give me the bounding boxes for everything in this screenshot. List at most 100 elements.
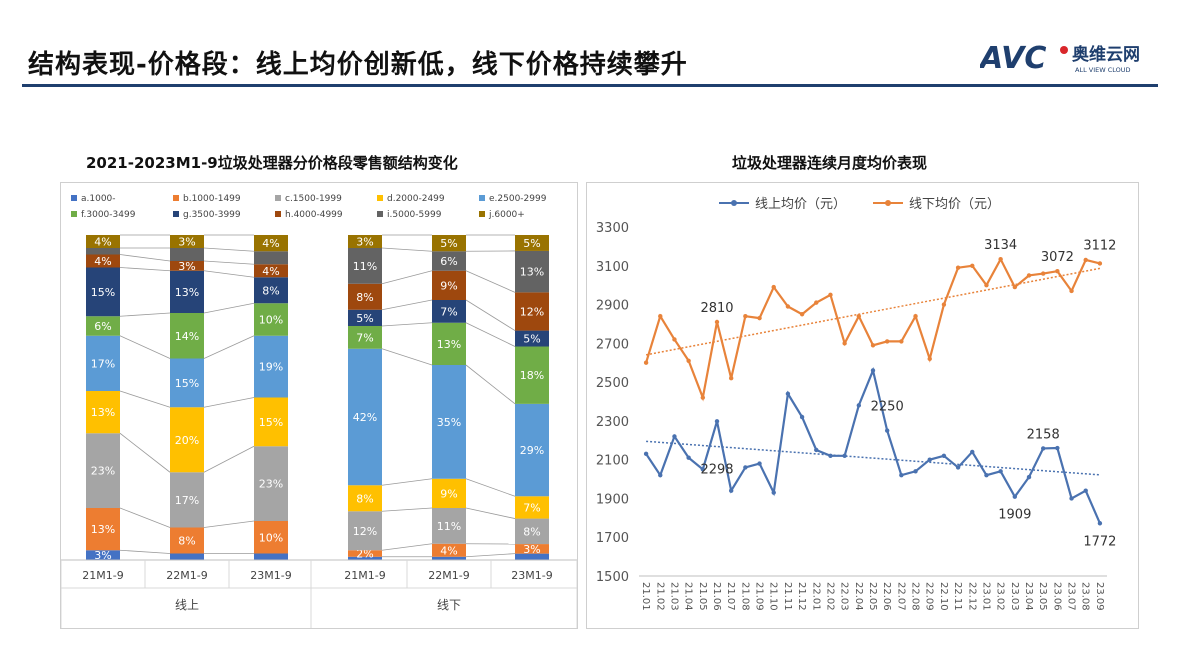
- data-label: 3%: [178, 260, 195, 273]
- bar-segment: [432, 270, 466, 300]
- bar-segment: [254, 277, 288, 304]
- bar-segment: [170, 407, 204, 473]
- data-point: [1055, 269, 1060, 274]
- connector-line: [203, 397, 255, 408]
- x-tick-label: 21.07: [725, 582, 736, 611]
- data-point: [828, 453, 833, 458]
- x-tick-label: 21M1-9: [82, 569, 123, 582]
- legend-label: 线下均价（元）: [909, 197, 1000, 212]
- avc-logo: AVC 奥维云网 ALL VIEW CLOUD: [980, 41, 1140, 76]
- bar-segment: [432, 543, 466, 557]
- data-label: 9%: [440, 487, 457, 500]
- x-tick-label: 21.03: [668, 582, 679, 611]
- data-label: 8%: [262, 284, 279, 297]
- connector-line: [381, 543, 433, 551]
- connector-line: [119, 267, 171, 272]
- data-label: 3%: [178, 236, 195, 249]
- bar-segment: [170, 313, 204, 359]
- bar-segment: [170, 261, 204, 271]
- data-label: 2%: [356, 548, 373, 561]
- y-tick-label: 2300: [596, 415, 629, 430]
- x-tick-label: 22.03: [839, 582, 850, 611]
- connector-line: [119, 335, 171, 359]
- bar-segment: [515, 330, 549, 347]
- x-tick-label: 22.06: [881, 582, 892, 611]
- data-label: 8%: [356, 492, 373, 505]
- data-point: [785, 304, 791, 309]
- connector-line: [381, 322, 433, 327]
- connector-line: [119, 312, 171, 317]
- data-label: 3112: [1083, 238, 1116, 253]
- legend-label: j.6000+: [488, 210, 525, 220]
- legend-swatch-b.1000-1499: [173, 195, 179, 201]
- bar-segment: [254, 397, 288, 447]
- bar-segment: [348, 511, 382, 551]
- data-point: [998, 469, 1003, 474]
- x-tick-label: 23.05: [1037, 582, 1048, 611]
- data-label: 10%: [259, 531, 283, 544]
- logo-mark: AVC: [980, 41, 1046, 76]
- x-tick-label: 23.08: [1080, 582, 1091, 611]
- bar-segment: [348, 550, 382, 557]
- data-point: [658, 472, 663, 478]
- x-tick-label: 23.07: [1066, 582, 1077, 611]
- bar-segment: [254, 521, 288, 554]
- data-point: [870, 368, 876, 373]
- header-divider: [22, 84, 1158, 87]
- legend-label: b.1000-1499: [183, 194, 241, 204]
- data-label: 17%: [91, 357, 115, 370]
- data-label: 10%: [259, 314, 283, 327]
- data-label: 17%: [175, 494, 199, 507]
- bar-segment: [170, 553, 204, 560]
- bar-segment: [432, 322, 466, 365]
- data-point: [1097, 521, 1103, 526]
- data-point: [814, 300, 819, 305]
- bar-segment: [170, 235, 204, 248]
- data-label: 3%: [523, 543, 540, 556]
- legend-swatch-e.2500-2999: [479, 195, 485, 201]
- data-point: [899, 472, 904, 478]
- group-label: 线上: [175, 598, 199, 612]
- legend-swatch-i.5000-5999: [377, 211, 383, 217]
- data-label: 4%: [262, 237, 279, 250]
- x-tick-label: 21.08: [739, 582, 750, 611]
- connector-line: [381, 299, 433, 311]
- legend-label: e.2500-2999: [489, 194, 547, 204]
- data-label: 7%: [356, 331, 373, 344]
- bar-segment: [348, 283, 382, 310]
- legend-swatch-j.6000+: [479, 211, 485, 217]
- connector-line: [465, 478, 516, 497]
- legend-swatch-f.3000-3499: [71, 211, 77, 217]
- bar-segment: [515, 346, 549, 404]
- x-tick-label: 21.06: [711, 582, 722, 611]
- bar-segment: [170, 270, 204, 313]
- x-tick-label: 23.09: [1094, 582, 1105, 611]
- bar-segment: [254, 303, 288, 336]
- data-label: 19%: [259, 361, 283, 374]
- data-point: [743, 465, 748, 470]
- data-label: 4%: [262, 265, 279, 278]
- data-point: [884, 428, 890, 433]
- bar-segment: [170, 248, 204, 261]
- bar-segment: [86, 433, 120, 508]
- line-chart-title: 垃圾处理器连续月度均价表现: [732, 154, 928, 172]
- connector-line: [381, 478, 433, 486]
- legend-marker: [731, 200, 737, 206]
- data-label: 5%: [356, 312, 373, 325]
- bar-segment: [515, 235, 549, 251]
- connector-line: [465, 507, 516, 519]
- data-label: 2250: [871, 400, 904, 415]
- bar-segment: [254, 446, 288, 521]
- y-tick-label: 2100: [596, 454, 629, 469]
- bar-segment: [86, 391, 120, 434]
- data-label: 11%: [437, 520, 461, 533]
- x-tick-label: 21M1-9: [344, 569, 385, 582]
- data-label: 6%: [94, 320, 111, 333]
- data-label: 13%: [91, 406, 115, 419]
- bar-segment: [432, 251, 466, 271]
- data-label: 4%: [94, 236, 111, 249]
- bar-segment: [254, 235, 288, 252]
- x-tick-label: 22.10: [938, 582, 949, 611]
- x-tick-label: 21.12: [796, 582, 807, 611]
- bar-segment: [254, 335, 288, 398]
